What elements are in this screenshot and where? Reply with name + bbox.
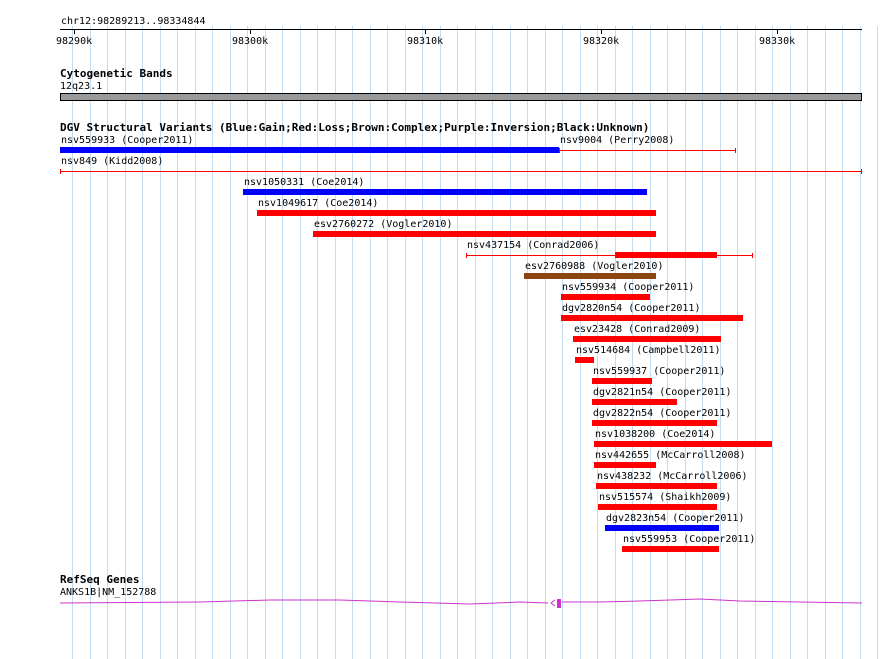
variant-label: nsv559937 (Cooper2011)	[593, 366, 726, 377]
ruler-tick-label: 98330k	[759, 36, 796, 47]
variant-label: nsv515574 (Shaikh2009)	[599, 492, 732, 503]
variant-bar[interactable]	[615, 252, 717, 258]
ruler-tick-label: 98310k	[407, 36, 444, 47]
region-label: chr12:98289213..98334844	[61, 16, 206, 27]
cytoband-bar[interactable]	[60, 93, 862, 101]
grid-line	[877, 26, 878, 659]
variant-label: nsv437154 (Conrad2006)	[467, 240, 600, 251]
grid-line	[807, 26, 808, 659]
ruler-tick	[250, 29, 251, 34]
variant-label: nsv559934 (Cooper2011)	[562, 282, 695, 293]
cytoband-track-title: Cytogenetic Bands	[60, 67, 173, 80]
variant-end-tick	[60, 169, 61, 174]
variant-label: nsv559933 (Cooper2011)	[61, 135, 194, 146]
variant-bar[interactable]	[60, 147, 559, 153]
variant-label: nsv1038200 (Coe2014)	[595, 429, 716, 440]
grid-line	[825, 26, 826, 659]
ruler-tick	[74, 29, 75, 34]
variant-bar[interactable]	[594, 462, 656, 468]
variant-line[interactable]	[466, 255, 752, 256]
variant-bar[interactable]	[592, 420, 717, 426]
strand-arrow-icon	[550, 599, 556, 607]
variant-label: nsv438232 (McCarroll2006)	[597, 471, 748, 482]
ruler-tick	[425, 29, 426, 34]
variant-label: nsv849 (Kidd2008)	[61, 156, 164, 167]
grid-line	[860, 26, 861, 659]
variant-bar[interactable]	[524, 273, 656, 279]
cytoband-band-label: 12q23.1	[60, 81, 103, 92]
variant-bar[interactable]	[592, 399, 677, 405]
variant-end-tick	[861, 169, 862, 174]
variant-label: nsv442655 (McCarroll2008)	[595, 450, 746, 461]
variant-bar[interactable]	[596, 483, 717, 489]
variant-bar[interactable]	[605, 525, 719, 531]
variant-bar[interactable]	[573, 336, 721, 342]
dgv-track-title: DGV Structural Variants (Blue:Gain;Red:L…	[60, 121, 650, 134]
variant-bar[interactable]	[598, 504, 717, 510]
grid-line	[667, 26, 668, 659]
variant-bar[interactable]	[257, 210, 656, 216]
variant-label: esv2760988 (Vogler2010)	[525, 261, 664, 272]
grid-line	[772, 26, 773, 659]
variant-bar[interactable]	[594, 441, 772, 447]
variant-label: esv2760272 (Vogler2010)	[314, 219, 453, 230]
variant-line[interactable]	[559, 150, 735, 151]
grid-line	[650, 26, 651, 659]
ruler-tick	[601, 29, 602, 34]
variant-label: nsv1050331 (Coe2014)	[244, 177, 365, 188]
variant-label: esv23428 (Conrad2009)	[574, 324, 701, 335]
variant-label: dgv2822n54 (Cooper2011)	[593, 408, 732, 419]
variant-label: dgv2820n54 (Cooper2011)	[562, 303, 701, 314]
refseq-gene-model[interactable]	[0, 590, 890, 614]
refseq-track-title: RefSeq Genes	[60, 573, 140, 586]
variant-label: nsv9004 (Perry2008)	[560, 135, 675, 146]
grid-line	[842, 26, 843, 659]
variant-bar[interactable]	[561, 294, 650, 300]
grid-line	[755, 26, 756, 659]
variant-end-tick	[752, 253, 753, 258]
ruler-tick-label: 98290k	[56, 36, 93, 47]
ruler-tick-label: 98320k	[583, 36, 620, 47]
variant-label: nsv1049617 (Coe2014)	[258, 198, 379, 209]
variant-end-tick	[735, 148, 736, 153]
gene-exon	[557, 599, 561, 608]
grid-line	[720, 26, 721, 659]
variant-bar[interactable]	[243, 189, 647, 195]
variant-bar[interactable]	[575, 357, 594, 363]
variant-label: nsv559953 (Cooper2011)	[623, 534, 756, 545]
variant-bar[interactable]	[313, 231, 656, 237]
variant-label: dgv2823n54 (Cooper2011)	[606, 513, 745, 524]
ruler-tick	[777, 29, 778, 34]
variant-end-tick	[559, 148, 560, 153]
variant-bar[interactable]	[622, 546, 719, 552]
variant-bar[interactable]	[592, 378, 652, 384]
grid-line	[702, 26, 703, 659]
variant-bar[interactable]	[561, 315, 743, 321]
variant-label: nsv514684 (Campbell2011)	[576, 345, 721, 356]
grid-line	[790, 26, 791, 659]
grid-line	[685, 26, 686, 659]
ruler-axis-line	[60, 29, 862, 30]
refseq-gene-label[interactable]: ANKS1B|NM_152788	[60, 587, 157, 598]
variant-label: dgv2821n54 (Cooper2011)	[593, 387, 732, 398]
variant-end-tick	[466, 253, 467, 258]
grid-line	[737, 26, 738, 659]
ruler-tick-label: 98300k	[232, 36, 269, 47]
variant-line[interactable]	[60, 171, 861, 172]
